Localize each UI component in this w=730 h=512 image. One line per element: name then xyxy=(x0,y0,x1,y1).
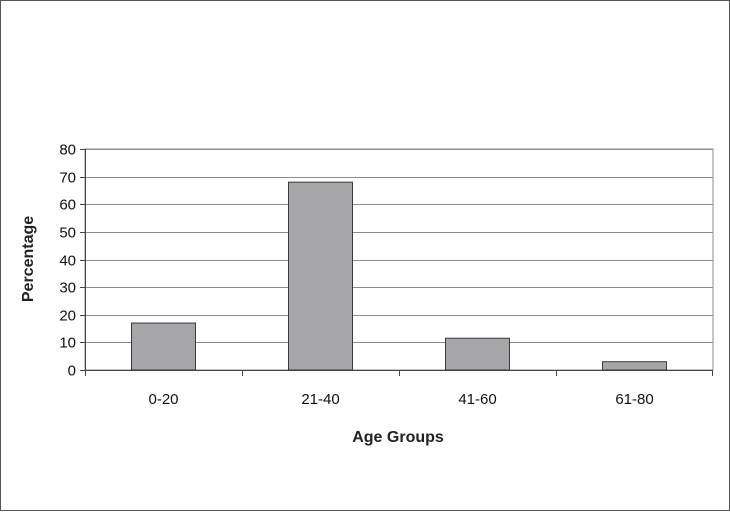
y-tick-label: 30 xyxy=(59,280,76,297)
x-tick-label: 0-20 xyxy=(148,391,178,408)
y-tick-labels: 0 10 20 30 40 50 60 70 80 xyxy=(59,142,76,380)
axes xyxy=(80,149,713,376)
bar-0-20 xyxy=(131,322,196,371)
y-tick-label: 60 xyxy=(59,197,76,214)
y-tick-label: 70 xyxy=(59,170,76,187)
x-tick-labels: 0-20 21-40 41-60 61-80 xyxy=(148,391,653,408)
bar-21-40 xyxy=(288,181,353,371)
y-tick-label: 80 xyxy=(59,142,76,159)
y-tick-label: 10 xyxy=(59,335,76,352)
bars xyxy=(131,181,667,371)
x-tick-label: 41-60 xyxy=(458,391,496,408)
y-tick-label: 0 xyxy=(68,363,76,380)
x-axis-title: Age Groups xyxy=(352,429,444,446)
bar-61-80 xyxy=(602,361,667,371)
y-tick-label: 40 xyxy=(59,253,76,270)
x-tick-label: 21-40 xyxy=(301,391,339,408)
y-axis-title: Percentage xyxy=(20,216,37,302)
y-tick-label: 20 xyxy=(59,308,76,325)
x-tick-label: 61-80 xyxy=(615,391,653,408)
y-tick-label: 50 xyxy=(59,225,76,242)
bar-41-60 xyxy=(445,337,510,371)
